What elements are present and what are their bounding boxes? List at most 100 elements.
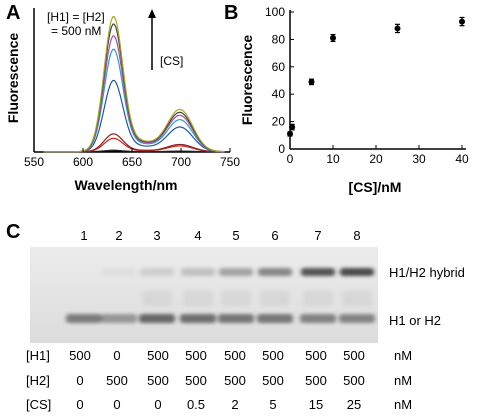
gel-concentration-table: [H1] 500 0 500 500 500 500 500 500 nM[H2] 0 500 500 5…: [26, 348, 412, 412]
gel-band-hybrid-lane-3: [140, 268, 174, 276]
chart-b-points: [287, 16, 465, 137]
gel-smear-lane-4: [183, 290, 213, 306]
chart-a-xlabel: Wavelength/nm: [75, 177, 178, 193]
gel-row-value: 25: [347, 397, 361, 412]
chart-a-arrow-label: [CS]: [160, 54, 183, 68]
gel-row-value: 500: [106, 373, 128, 388]
chart-b-ytick-label: 20: [272, 115, 286, 129]
gel-lane-number-1: 1: [80, 228, 87, 243]
gel-band-label-monomer: H1 or H2: [389, 313, 441, 328]
gel-row-label: [CS]: [26, 397, 51, 412]
chart-b-point-6: [459, 18, 465, 25]
gel-band-monomer-lane-1: [66, 314, 102, 323]
chart-b-ytick-label: 80: [272, 32, 286, 46]
gel-lane-number-7: 7: [314, 228, 321, 243]
chart-b-xtick-label: 20: [369, 152, 383, 166]
chart-a-arrow-head: [148, 9, 156, 18]
panel-letter-b: B: [224, 2, 239, 24]
chart-b-ytick-label: 100: [265, 5, 285, 19]
chart-b-xtick-label: 0: [287, 152, 294, 166]
chart-b-xlabel: [CS]/nM: [349, 179, 402, 195]
gel-row-value: 0.5: [187, 397, 205, 412]
chart-b-point-5: [394, 25, 401, 32]
gel-band-monomer-lane-8: [339, 314, 375, 323]
chart-a-annotation-2: = 500 nM: [51, 24, 101, 38]
chart-a-xtick-label: 600: [73, 155, 93, 169]
chart-a-xtick-label: 750: [220, 155, 240, 169]
gel-band-hybrid-lane-6: [258, 268, 292, 276]
gel-smear-lane-6: [260, 290, 290, 306]
panel-letter-a: A: [6, 2, 21, 24]
gel-row-unit: nM: [394, 397, 412, 412]
gel-lane-number-2: 2: [115, 228, 122, 243]
gel-smear-lane-3: [142, 290, 172, 306]
gel-lane-number-8: 8: [353, 228, 360, 243]
gel-band-monomer-lane-4: [180, 314, 216, 323]
gel-row-value: 15: [309, 397, 323, 412]
gel-row-value: 0: [76, 397, 83, 412]
gel-lane-numbers: 1 2 3 4 5 6 7 8: [80, 228, 360, 243]
gel-lane-number-5: 5: [232, 228, 239, 243]
chart-a-xtick-label: 550: [24, 155, 44, 169]
gel-row-value: 500: [305, 348, 327, 363]
chart-b-ticks: 0 10 20 30 40 0 20 40 60 80 100: [265, 5, 469, 166]
gel-row-value: 500: [224, 348, 246, 363]
gel-row-unit: nM: [394, 373, 412, 388]
gel-band-monomer-lane-2: [101, 314, 137, 323]
gel-row-label: [H2]: [26, 373, 50, 388]
gel-row-value: 500: [262, 373, 284, 388]
gel-band-hybrid-lane-4: [181, 268, 215, 276]
gel-row-value: 0: [113, 397, 120, 412]
gel-row-value: 5: [269, 397, 276, 412]
gel-row-value: 500: [262, 348, 284, 363]
chart-b-xtick-label: 10: [326, 152, 340, 166]
chart-b-ytick-label: 0: [278, 142, 285, 156]
chart-b-point-2: [289, 124, 296, 131]
gel-row-value: 500: [185, 373, 207, 388]
gel-row-value: 500: [185, 348, 207, 363]
chart-a-ticks: 550 600 650 700 750: [24, 148, 240, 169]
chart-b-xtick-label: 30: [412, 152, 426, 166]
gel-band-hybrid-lane-7: [301, 268, 335, 276]
chart-a-annotation-1: [H1] = [H2]: [47, 10, 105, 24]
gel-row-label: [H1]: [26, 348, 50, 363]
gel-row-value: 500: [147, 348, 169, 363]
gel-band-monomer-lane-3: [139, 314, 175, 323]
gel-row-value: 0: [113, 348, 120, 363]
gel-row-value: 2: [231, 397, 238, 412]
gel-band-monomer-lane-7: [300, 314, 336, 323]
chart-b-point-3: [308, 78, 315, 85]
chart-a-ylabel: Fluorescence: [5, 33, 21, 123]
gel-row-unit: nM: [394, 348, 412, 363]
chart-b-point-1: [287, 130, 293, 137]
gel-row-value: 0: [154, 397, 161, 412]
gel-band-monomer-lane-5: [218, 314, 254, 323]
gel-lane-number-3: 3: [153, 228, 160, 243]
chart-b-ytick-label: 60: [272, 60, 286, 74]
gel-bands: [66, 268, 375, 323]
gel-row-value: 500: [69, 348, 91, 363]
gel-row-value: 500: [305, 373, 327, 388]
gel-row-value: 0: [76, 373, 83, 388]
gel-smear-lane-5: [221, 290, 251, 306]
gel-band-hybrid-lane-2: [102, 268, 136, 276]
chart-b-point-4: [330, 35, 336, 42]
gel-band-label-hybrid: H1/H2 hybrid: [389, 265, 465, 280]
gel-row-value: 500: [343, 373, 365, 388]
gel-lane-number-4: 4: [194, 228, 201, 243]
gel-band-hybrid-lane-5: [219, 268, 253, 276]
chart-a-series-line-9: [43, 16, 225, 153]
chart-b-ylabel: Fluorescence: [239, 35, 255, 125]
gel-row-value: 500: [147, 373, 169, 388]
gel-smear-lane-8: [342, 290, 372, 306]
chart-a-xtick-label: 650: [122, 155, 142, 169]
gel-row-value: 500: [224, 373, 246, 388]
chart-a-series: [43, 16, 225, 153]
panel-letter-c: C: [6, 221, 21, 243]
gel-row-value: 500: [343, 348, 365, 363]
gel-band-hybrid-lane-8: [340, 268, 374, 276]
chart-b-ytick-label: 40: [272, 87, 286, 101]
